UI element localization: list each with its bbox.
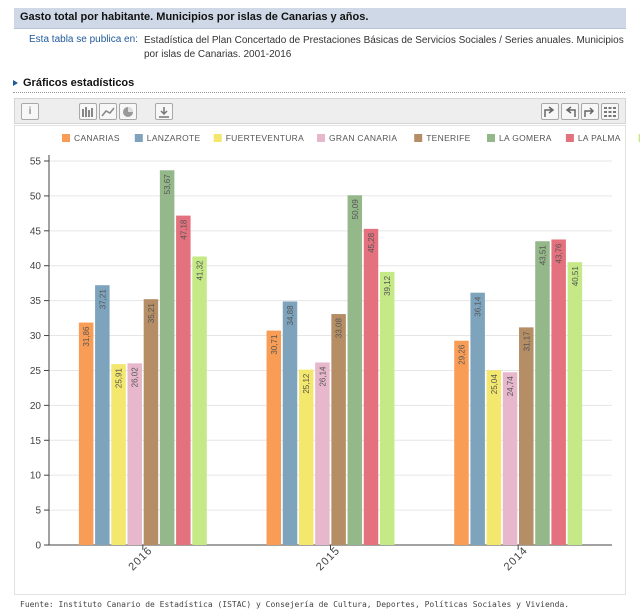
published-label: Esta tabla se publica en: bbox=[29, 34, 138, 45]
export-icon[interactable] bbox=[541, 103, 559, 120]
grid-icon[interactable] bbox=[601, 103, 619, 120]
line-chart-icon[interactable] bbox=[99, 103, 117, 120]
chart-frame bbox=[14, 125, 626, 595]
table-title-bar: Gasto total por habitante. Municipios po… bbox=[14, 8, 626, 29]
section-divider bbox=[13, 92, 625, 93]
published-link[interactable]: Estadística del Plan Concertado de Prest… bbox=[144, 35, 624, 60]
info-icon[interactable]: i bbox=[21, 103, 39, 120]
download-icon[interactable] bbox=[155, 103, 173, 120]
undo-icon[interactable] bbox=[561, 103, 579, 120]
chart-toolbar: i bbox=[14, 98, 626, 124]
redo-icon[interactable] bbox=[581, 103, 599, 120]
table-title: Gasto total por habitante. Municipios po… bbox=[20, 11, 369, 23]
pie-chart-icon[interactable] bbox=[119, 103, 137, 120]
bar-chart-icon[interactable] bbox=[79, 103, 97, 120]
source-note: Fuente: Instituto Canario de Estadística… bbox=[20, 600, 570, 609]
section-title: Gráficos estadísticos bbox=[23, 77, 135, 89]
section-bullet-icon bbox=[13, 80, 18, 87]
section-heading: Gráficos estadísticos bbox=[13, 77, 134, 89]
